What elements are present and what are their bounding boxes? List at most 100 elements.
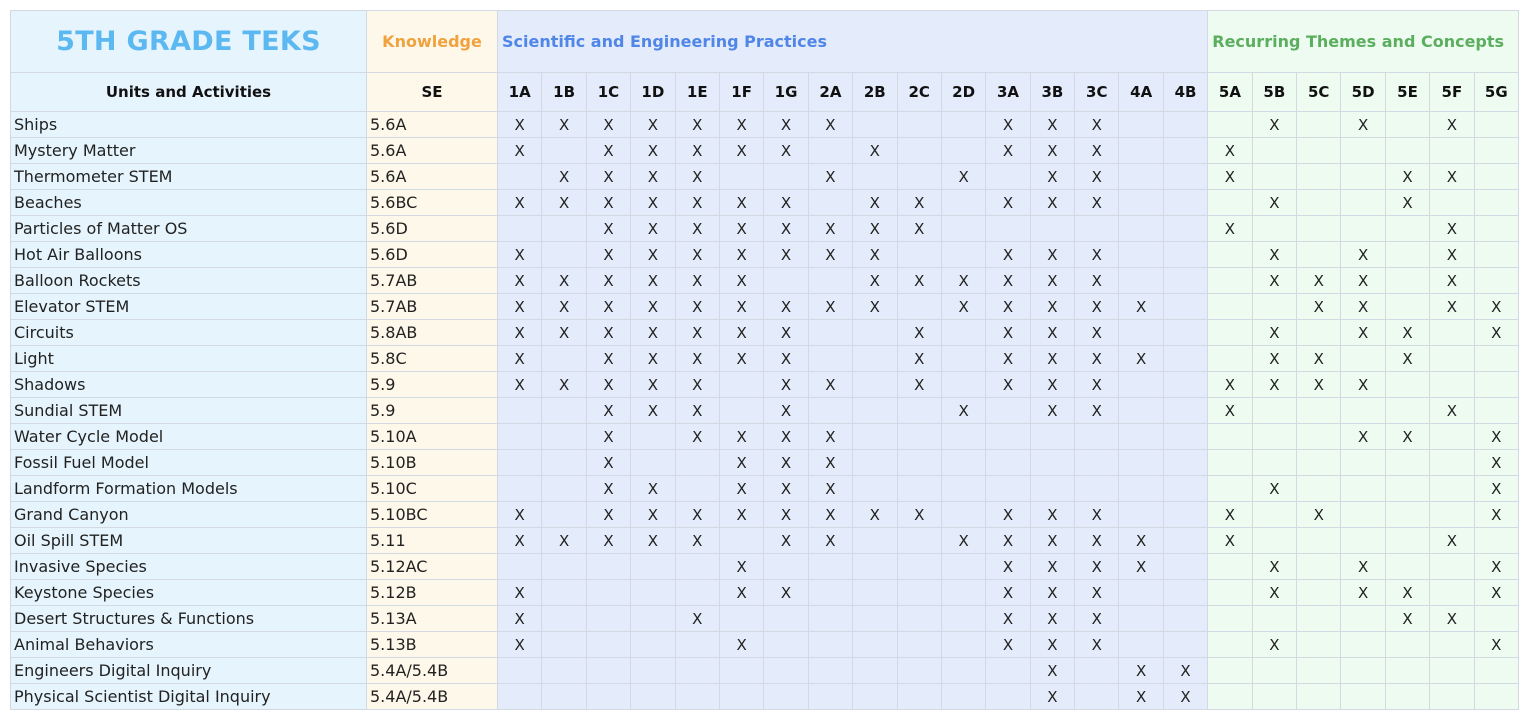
practice-cell-2c[interactable]: [896, 527, 942, 554]
theme-cell-5c[interactable]: X: [1296, 293, 1342, 320]
theme-cell-5a[interactable]: [1207, 631, 1253, 658]
practice-cell-2d[interactable]: [940, 475, 987, 502]
practice-cell-1d[interactable]: X: [630, 397, 676, 424]
practice-cell-2a[interactable]: [807, 579, 854, 606]
practice-cell-3a[interactable]: X: [985, 501, 1031, 528]
theme-cell-5g[interactable]: [1473, 111, 1519, 138]
theme-cell-5e[interactable]: X: [1384, 345, 1431, 372]
theme-cell-5g[interactable]: [1473, 605, 1519, 632]
practice-cell-2d[interactable]: [940, 423, 987, 450]
practice-cell-1b[interactable]: [541, 215, 587, 242]
theme-cell-5a[interactable]: X: [1207, 137, 1253, 164]
practice-cell-2c[interactable]: X: [896, 345, 942, 372]
theme-cell-5g[interactable]: [1473, 527, 1519, 554]
theme-cell-5g[interactable]: X: [1473, 293, 1519, 320]
practice-cell-3c[interactable]: X: [1074, 267, 1120, 294]
practice-column-header-2c[interactable]: 2C: [896, 72, 942, 112]
practice-cell-3a[interactable]: [985, 215, 1031, 242]
practice-column-header-4b[interactable]: 4B: [1162, 72, 1209, 112]
se-code-cell[interactable]: 5.9: [366, 371, 498, 398]
theme-cell-5f[interactable]: [1429, 657, 1475, 684]
theme-cell-5b[interactable]: [1251, 657, 1298, 684]
theme-cell-5e[interactable]: X: [1384, 189, 1431, 216]
theme-cell-5g[interactable]: X: [1473, 423, 1519, 450]
unit-name-cell[interactable]: Hot Air Balloons: [10, 241, 367, 268]
practice-cell-4b[interactable]: [1162, 111, 1209, 138]
practice-cell-3a[interactable]: X: [985, 189, 1031, 216]
theme-cell-5c[interactable]: [1296, 657, 1342, 684]
practice-cell-1e[interactable]: X: [674, 371, 720, 398]
practice-cell-1c[interactable]: X: [585, 189, 632, 216]
unit-name-cell[interactable]: Thermometer STEM: [10, 163, 367, 190]
unit-name-cell[interactable]: Keystone Species: [10, 579, 367, 606]
theme-cell-5a[interactable]: [1207, 683, 1253, 710]
practice-cell-3a[interactable]: X: [985, 579, 1031, 606]
practice-cell-2d[interactable]: [940, 631, 987, 658]
practice-cell-2d[interactable]: X: [940, 267, 987, 294]
practice-cell-2b[interactable]: [852, 111, 898, 138]
theme-cell-5e[interactable]: X: [1384, 605, 1431, 632]
theme-cell-5c[interactable]: [1296, 475, 1342, 502]
practice-cell-1g[interactable]: X: [763, 397, 809, 424]
theme-cell-5d[interactable]: [1340, 397, 1386, 424]
theme-cell-5g[interactable]: [1473, 397, 1519, 424]
practice-cell-3b[interactable]: X: [1029, 267, 1076, 294]
practice-cell-2d[interactable]: [940, 683, 987, 710]
theme-cell-5e[interactable]: [1384, 527, 1431, 554]
practice-cell-1b[interactable]: [541, 397, 587, 424]
practice-cell-4b[interactable]: X: [1162, 683, 1209, 710]
practice-cell-1d[interactable]: [630, 423, 676, 450]
theme-cell-5f[interactable]: [1429, 631, 1475, 658]
practice-cell-1b[interactable]: [541, 605, 587, 632]
theme-cell-5a[interactable]: [1207, 111, 1253, 138]
practice-cell-2d[interactable]: X: [940, 397, 987, 424]
theme-cell-5b[interactable]: [1251, 163, 1298, 190]
practice-cell-4b[interactable]: [1162, 293, 1209, 320]
se-code-cell[interactable]: 5.7AB: [366, 293, 498, 320]
practice-cell-3b[interactable]: X: [1029, 553, 1076, 580]
practice-cell-4b[interactable]: [1162, 605, 1209, 632]
theme-cell-5a[interactable]: [1207, 293, 1253, 320]
practice-column-header-3b[interactable]: 3B: [1029, 72, 1076, 112]
practice-cell-1e[interactable]: X: [674, 501, 720, 528]
practice-cell-3b[interactable]: X: [1029, 293, 1076, 320]
practice-cell-4a[interactable]: X: [1118, 553, 1164, 580]
theme-cell-5b[interactable]: [1251, 137, 1298, 164]
practice-cell-3b[interactable]: X: [1029, 683, 1076, 710]
practice-cell-1c[interactable]: X: [585, 267, 632, 294]
theme-cell-5f[interactable]: [1429, 423, 1475, 450]
practice-cell-1f[interactable]: X: [718, 319, 765, 346]
practice-cell-2a[interactable]: X: [807, 111, 854, 138]
practice-cell-1e[interactable]: X: [674, 189, 720, 216]
practice-cell-3a[interactable]: X: [985, 605, 1031, 632]
practice-cell-3c[interactable]: [1074, 475, 1120, 502]
unit-name-cell[interactable]: Grand Canyon: [10, 501, 367, 528]
unit-name-cell[interactable]: Particles of Matter OS: [10, 215, 367, 242]
practice-cell-4b[interactable]: [1162, 579, 1209, 606]
practice-cell-3c[interactable]: X: [1074, 241, 1120, 268]
theme-cell-5c[interactable]: [1296, 397, 1342, 424]
practice-cell-3a[interactable]: X: [985, 553, 1031, 580]
practice-cell-1d[interactable]: [630, 683, 676, 710]
se-code-cell[interactable]: 5.8AB: [366, 319, 498, 346]
theme-cell-5e[interactable]: [1384, 501, 1431, 528]
practice-cell-1a[interactable]: X: [496, 527, 543, 554]
practice-cell-3a[interactable]: X: [985, 345, 1031, 372]
theme-cell-5e[interactable]: [1384, 241, 1431, 268]
practice-cell-1f[interactable]: [718, 683, 765, 710]
se-code-cell[interactable]: 5.11: [366, 527, 498, 554]
practice-cell-4b[interactable]: [1162, 631, 1209, 658]
theme-cell-5d[interactable]: X: [1340, 293, 1386, 320]
theme-cell-5a[interactable]: [1207, 449, 1253, 476]
practice-cell-2c[interactable]: X: [896, 319, 942, 346]
theme-cell-5d[interactable]: [1340, 163, 1386, 190]
se-code-cell[interactable]: 5.12AC: [366, 553, 498, 580]
theme-cell-5b[interactable]: [1251, 683, 1298, 710]
theme-cell-5b[interactable]: [1251, 605, 1298, 632]
practice-cell-1b[interactable]: [541, 449, 587, 476]
theme-cell-5b[interactable]: [1251, 397, 1298, 424]
practice-cell-1a[interactable]: [496, 683, 543, 710]
practice-cell-2b[interactable]: X: [852, 501, 898, 528]
practice-cell-1g[interactable]: X: [763, 111, 809, 138]
practice-cell-2a[interactable]: [807, 189, 854, 216]
